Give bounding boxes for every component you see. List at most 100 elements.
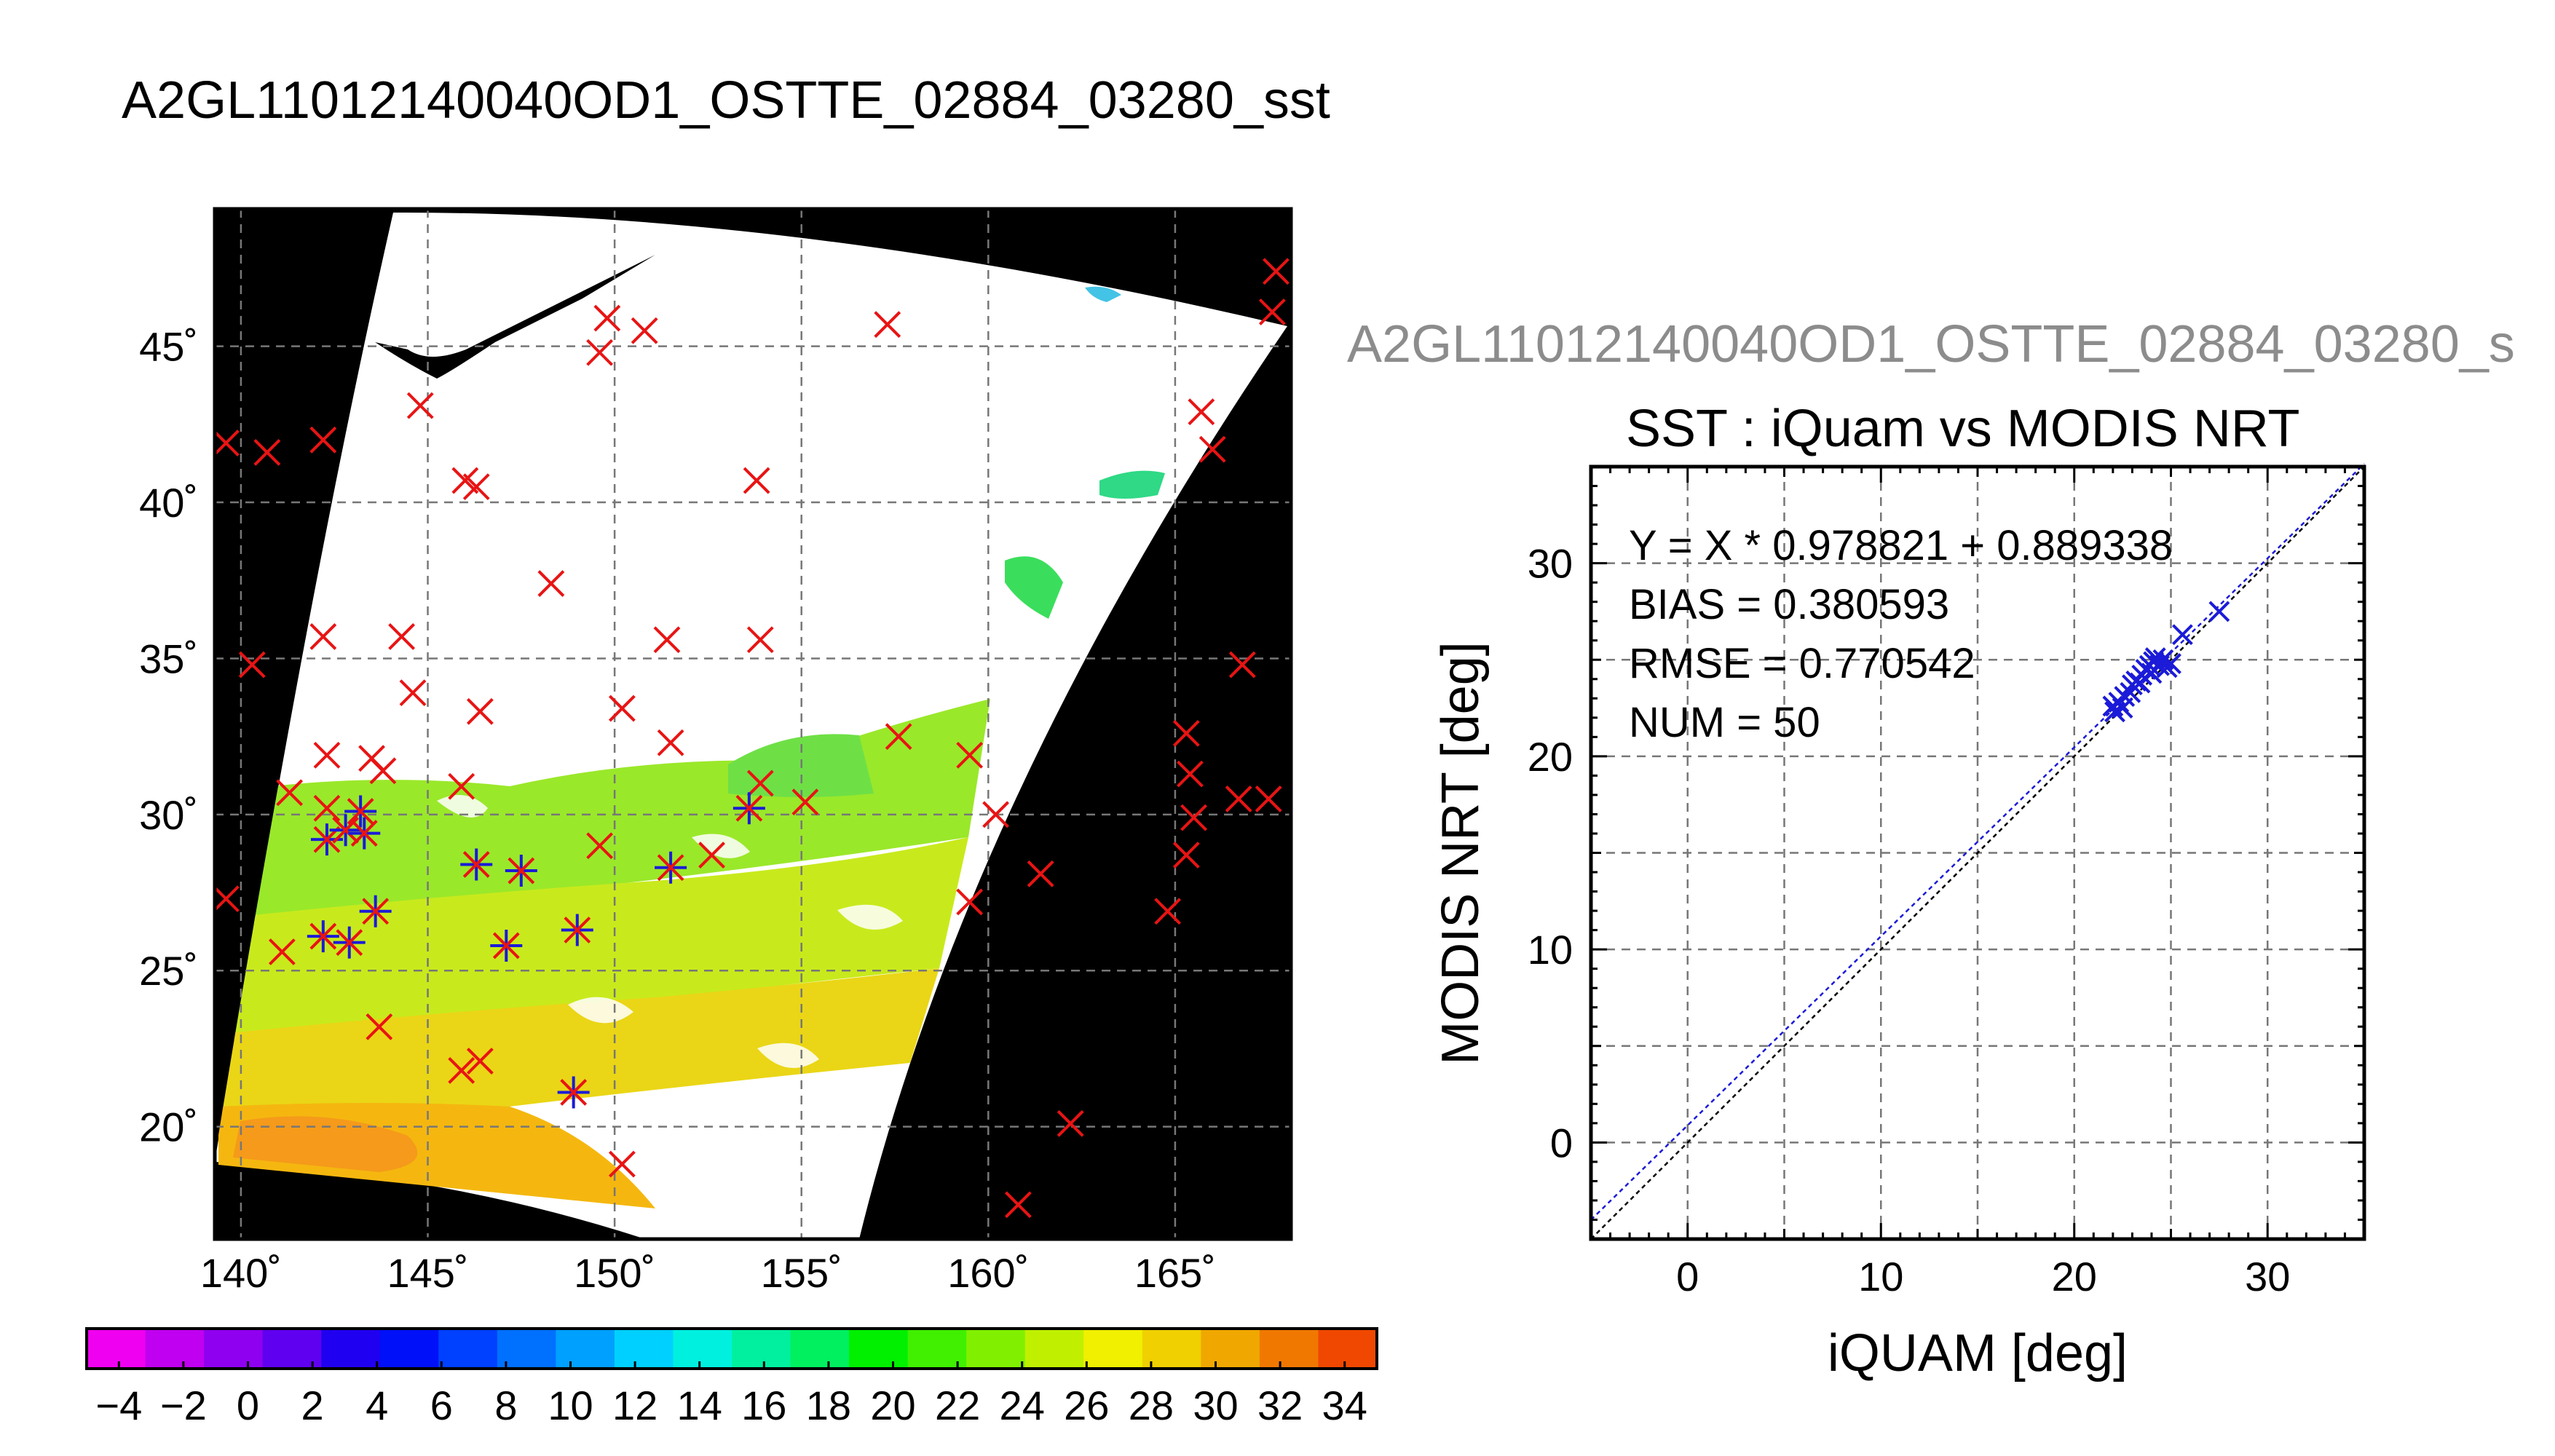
map-cross-marker	[1154, 898, 1182, 925]
map-matched-cross	[564, 917, 591, 943]
map-cross-marker	[1198, 435, 1226, 463]
colorbar-tick-label: 20	[870, 1382, 915, 1428]
scatter-x-tick-labels: 0 10 20 30	[1676, 1254, 2290, 1299]
scatter-y-tick-label: 30	[1528, 541, 1573, 587]
scatter-title: SST : iQuam vs MODIS NRT	[1626, 400, 2300, 458]
colorbar-swatch	[673, 1329, 732, 1369]
colorbar-tick-label: 34	[1322, 1382, 1367, 1428]
map-cross-marker	[309, 426, 337, 454]
map-cross-marker	[593, 304, 621, 332]
map-cross-marker	[1228, 651, 1256, 678]
scatter-x-axis-label: iQUAM [deg]	[1828, 1324, 2128, 1382]
colorbar-swatch	[438, 1329, 498, 1369]
map-cross-marker	[1255, 785, 1282, 812]
map-cross-marker	[1177, 760, 1204, 788]
colorbar-tick-label: 22	[935, 1382, 980, 1428]
map-cross-marker	[448, 1057, 475, 1084]
map-cross-marker	[743, 467, 770, 494]
map-cross-marker	[466, 697, 494, 725]
scatter-y-tick-label: 0	[1550, 1120, 1573, 1166]
colorbar-frame	[85, 1327, 1378, 1370]
map-matched-cross	[735, 794, 763, 822]
fit-line	[1590, 463, 2365, 1221]
map-matched-cross	[462, 851, 490, 878]
scatter-x-tick-label: 30	[2245, 1254, 2290, 1299]
scatter-x-tick-label: 10	[1858, 1254, 1903, 1299]
map-cross-marker	[653, 626, 681, 654]
colorbar-tick-label: 28	[1129, 1382, 1174, 1428]
colorbar-tick-label: 6	[430, 1382, 453, 1428]
map-cross-marker	[215, 430, 240, 457]
map-cross-marker	[462, 473, 490, 501]
map-cross-marker	[1225, 785, 1252, 812]
colorbar-swatch	[1259, 1329, 1319, 1369]
map-matched-cross	[508, 857, 535, 885]
scatter-point	[2172, 624, 2193, 646]
map-cross-marker	[268, 938, 296, 965]
colorbar-tick-label: 12	[612, 1382, 657, 1428]
colorbar-swatch	[1318, 1329, 1378, 1369]
map-matched-markers	[307, 792, 765, 1109]
map-cross-marker	[956, 888, 984, 916]
scatter-grid	[1591, 467, 2364, 1239]
map-cross-marker	[1057, 1109, 1084, 1137]
map-cross-marker	[982, 801, 1009, 828]
map-matched-cross	[560, 1079, 588, 1106]
colorbar-tick-label: 18	[806, 1382, 851, 1428]
map-longitude-labels: 140˚ 145˚ 150˚ 155˚ 160˚ 165˚	[200, 1250, 1216, 1296]
colorbar-swatch	[145, 1329, 205, 1369]
map-panel	[213, 207, 1293, 1241]
map-lat-tick-label: 30˚	[139, 792, 198, 838]
stat-fit-equation: Y = X * 0.978821 + 0.889338	[1629, 522, 2173, 569]
stat-rmse: RMSE = 0.770542	[1629, 640, 1975, 687]
map-cross-marker	[448, 772, 475, 800]
map-lat-tick-label: 20˚	[139, 1104, 198, 1150]
map-cross-marker	[586, 832, 614, 860]
map-cross-marker	[791, 788, 819, 816]
map-lat-tick-label: 45˚	[139, 324, 198, 370]
colorbar-tick-label: 24	[1000, 1382, 1045, 1428]
map-cross-marker	[466, 1048, 494, 1075]
scatter-x-tick-label: 0	[1676, 1254, 1699, 1299]
map-lat-tick-label: 40˚	[139, 480, 198, 526]
map-cross-marker	[309, 623, 337, 650]
colorbar-swatch	[204, 1329, 264, 1369]
colorbar-swatch	[556, 1329, 615, 1369]
map-matched-cross	[336, 929, 363, 957]
map-matched-cross	[492, 932, 520, 960]
scatter-points	[2102, 601, 2230, 723]
scatter-point	[2141, 662, 2163, 684]
map-cross-marker	[369, 757, 397, 785]
map-cross-marker	[608, 1150, 636, 1178]
map-cross-marker	[1172, 719, 1200, 747]
colorbar-tick-label: 32	[1257, 1382, 1303, 1428]
stat-bias: BIAS = 0.380593	[1629, 581, 1949, 628]
colorbar-labels: −4 −2 0 2 4 6 8 10 12 14 16 18 20 22 24 26 28 30 32 34	[95, 1382, 1367, 1428]
colorbar	[85, 1327, 1378, 1370]
map-cross-marker	[657, 729, 684, 756]
scatter-point	[2208, 601, 2230, 622]
map-cross-marker	[1172, 842, 1200, 869]
scatter-stats: Y = X * 0.978821 + 0.889338 BIAS = 0.380…	[1629, 522, 2173, 746]
map-cross-marker	[631, 317, 658, 344]
map-graticule	[215, 209, 1291, 1239]
map-cross-marker	[313, 741, 341, 769]
colorbar-tick-label: 4	[366, 1382, 388, 1428]
map-cross-marker	[1258, 298, 1286, 325]
colorbar-tick-label: 14	[677, 1382, 722, 1428]
colorbar-swatch	[614, 1329, 674, 1369]
map-cross-marker	[537, 570, 565, 597]
map-lat-tick-label: 25˚	[139, 948, 198, 994]
colorbar-swatch	[732, 1329, 791, 1369]
map-cross-marker	[406, 392, 434, 419]
scatter-frame	[1589, 464, 2366, 1241]
map-lon-tick-label: 150˚	[574, 1250, 655, 1296]
map-cross-marker	[874, 311, 901, 339]
colorbar-tick-label: 10	[548, 1382, 593, 1428]
colorbar-swatch	[966, 1329, 1026, 1369]
map-cross-marker	[746, 626, 774, 654]
map-lon-tick-label: 160˚	[947, 1250, 1029, 1296]
map-title: A2GL11012140040OD1_OSTTE_02884_03280_sst	[122, 71, 1330, 130]
map-latitude-labels: 45˚ 40˚ 35˚ 30˚ 25˚ 20˚	[139, 324, 198, 1150]
